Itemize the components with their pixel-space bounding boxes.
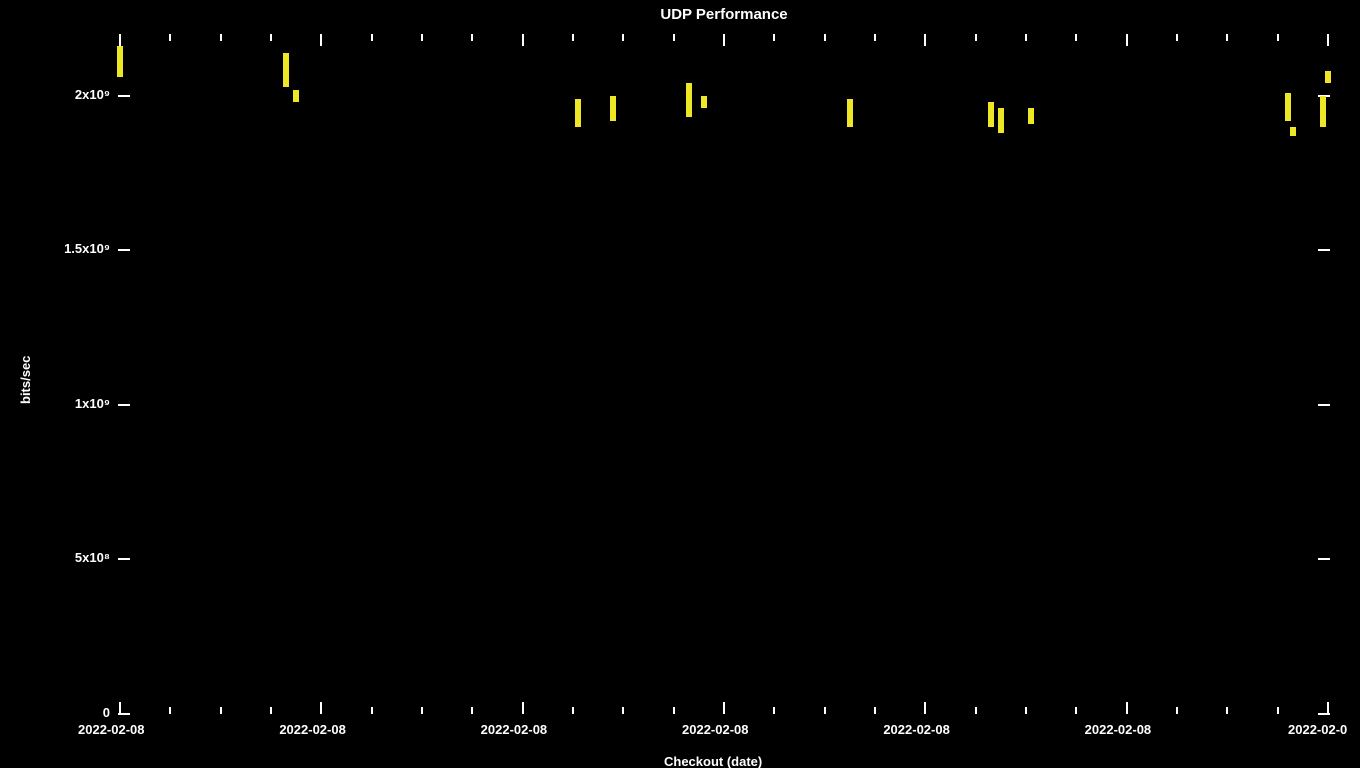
y-tick xyxy=(1318,249,1330,251)
y-tick xyxy=(1318,404,1330,406)
x-minor-tick xyxy=(572,34,574,41)
x-tick xyxy=(924,702,926,714)
data-bar xyxy=(988,102,994,127)
x-minor-tick xyxy=(421,707,423,714)
data-bar xyxy=(1290,127,1296,136)
x-minor-tick xyxy=(1226,707,1228,714)
x-minor-tick xyxy=(874,34,876,41)
y-tick-label: 0 xyxy=(103,705,110,720)
x-axis-label: Checkout (date) xyxy=(664,754,762,768)
x-tick-label: 2022-02-08 xyxy=(1085,722,1152,737)
data-bar xyxy=(117,46,123,77)
x-tick xyxy=(723,702,725,714)
data-bar xyxy=(610,96,616,121)
x-minor-tick xyxy=(270,34,272,41)
x-minor-tick xyxy=(1176,34,1178,41)
data-bar xyxy=(575,99,581,127)
x-tick-label: 2022-02-08 xyxy=(78,722,145,737)
y-axis-label: bits/sec xyxy=(18,356,33,404)
x-minor-tick xyxy=(975,707,977,714)
x-minor-tick xyxy=(773,707,775,714)
x-minor-tick xyxy=(220,34,222,41)
x-tick-label: 2022-02-08 xyxy=(682,722,749,737)
x-tick xyxy=(119,34,121,46)
x-minor-tick xyxy=(824,707,826,714)
x-minor-tick xyxy=(824,34,826,41)
x-minor-tick xyxy=(1277,707,1279,714)
x-minor-tick xyxy=(1277,34,1279,41)
x-minor-tick xyxy=(874,707,876,714)
y-tick-label: 2x10⁹ xyxy=(75,87,110,102)
x-tick xyxy=(522,702,524,714)
x-minor-tick xyxy=(1025,707,1027,714)
x-minor-tick xyxy=(471,34,473,41)
data-bar xyxy=(1325,71,1331,83)
data-bar xyxy=(1320,96,1326,127)
x-minor-tick xyxy=(1025,34,1027,41)
y-tick-label: 1.5x10⁹ xyxy=(64,241,110,256)
data-bar xyxy=(293,90,299,102)
x-minor-tick xyxy=(1226,34,1228,41)
x-minor-tick xyxy=(169,707,171,714)
chart-title: UDP Performance xyxy=(644,6,804,23)
data-bar xyxy=(1285,93,1291,121)
y-tick xyxy=(118,95,130,97)
data-bar xyxy=(998,108,1004,133)
x-minor-tick xyxy=(220,707,222,714)
x-minor-tick xyxy=(673,34,675,41)
x-tick xyxy=(1126,34,1128,46)
x-tick-label: 2022-02-08 xyxy=(279,722,346,737)
y-tick-label: 1x10⁹ xyxy=(75,396,110,411)
data-bar xyxy=(701,96,707,108)
x-minor-tick xyxy=(1176,707,1178,714)
y-tick-label: 5x10⁸ xyxy=(75,550,110,565)
x-tick xyxy=(320,702,322,714)
x-tick-label: 2022-02-0 xyxy=(1288,722,1347,737)
x-minor-tick xyxy=(622,707,624,714)
y-tick xyxy=(1318,558,1330,560)
x-minor-tick xyxy=(371,707,373,714)
x-minor-tick xyxy=(622,34,624,41)
x-minor-tick xyxy=(371,34,373,41)
x-tick-label: 2022-02-08 xyxy=(883,722,950,737)
x-minor-tick xyxy=(421,34,423,41)
x-tick xyxy=(119,702,121,714)
x-minor-tick xyxy=(1075,34,1077,41)
x-tick xyxy=(1327,702,1329,714)
plot-area xyxy=(120,34,1328,714)
x-minor-tick xyxy=(471,707,473,714)
x-tick xyxy=(1126,702,1128,714)
chart-container: UDP Performance bits/sec Checkout (date)… xyxy=(0,0,1360,768)
y-tick xyxy=(118,249,130,251)
x-tick xyxy=(1327,34,1329,46)
data-bar xyxy=(847,99,853,127)
x-tick-label: 2022-02-08 xyxy=(481,722,548,737)
x-minor-tick xyxy=(1075,707,1077,714)
x-tick xyxy=(924,34,926,46)
x-tick xyxy=(522,34,524,46)
data-bar xyxy=(686,83,692,117)
x-minor-tick xyxy=(975,34,977,41)
x-minor-tick xyxy=(673,707,675,714)
data-bar xyxy=(283,53,289,87)
x-minor-tick xyxy=(270,707,272,714)
x-tick xyxy=(723,34,725,46)
x-minor-tick xyxy=(572,707,574,714)
data-bar xyxy=(1028,108,1034,123)
y-tick xyxy=(118,558,130,560)
x-minor-tick xyxy=(169,34,171,41)
y-tick xyxy=(118,404,130,406)
x-tick xyxy=(320,34,322,46)
x-minor-tick xyxy=(773,34,775,41)
